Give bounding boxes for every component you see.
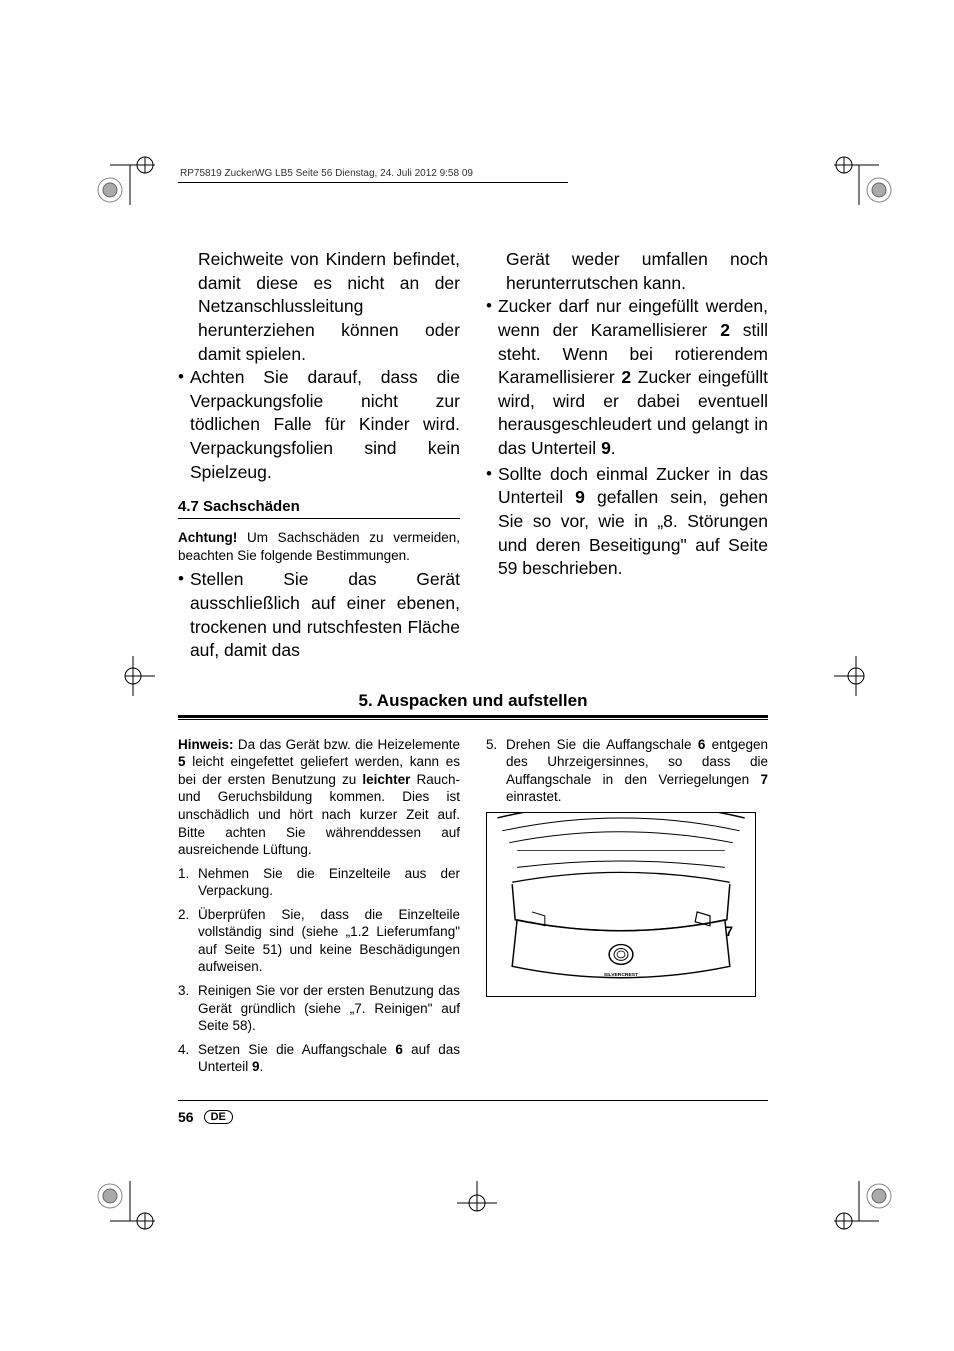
bullet-text: Achten Sie darauf, dass die Verpackungsf… [190,366,460,484]
crop-mark-icon [834,145,894,205]
paragraph: Reichweite von Kindern befindet, damit d… [178,248,460,366]
subheading: 4.7 Sachschäden [178,498,460,515]
page-number: 56 [178,1109,194,1125]
paragraph: Gerät weder umfallen noch herunterrutsch… [486,248,768,295]
step-number: 5. [486,736,500,806]
page-footer: 56 DE [178,1100,768,1125]
step-number: 2. [178,906,192,976]
svg-text:SILVERCREST: SILVERCREST [604,972,638,978]
crop-mark-icon [447,1181,507,1241]
crop-mark-icon [95,145,155,205]
bullet-icon: • [178,568,184,663]
step-number: 3. [178,982,192,1035]
crop-mark-icon [834,646,894,706]
step-text: Drehen Sie die Auffangschale 6 entgegen … [506,736,768,806]
step-text: Überprüfen Sie, dass die Einzelteile vol… [198,906,460,976]
hint-text: Hinweis: Da das Gerät bzw. die Heizeleme… [178,736,460,859]
warning-text: Achtung! Um Sachschäden zu vermeiden, be… [178,529,460,564]
crop-mark-icon [95,646,155,706]
step-number: 1. [178,865,192,900]
page-content: Reichweite von Kindern befindet, damit d… [178,248,768,1082]
section-title: 5. Auspacken und aufstellen [178,691,768,711]
language-badge: DE [204,1110,233,1124]
bullet-icon: • [178,366,184,484]
subheading-rule [178,518,460,519]
bullet-text: Stellen Sie das Gerät ausschließlich auf… [190,568,460,663]
step-text: Reinigen Sie vor der ersten Benutzung da… [198,982,460,1035]
step-text: Setzen Sie die Auffangschale 6 auf das U… [198,1041,460,1076]
crop-mark-icon [95,1181,155,1241]
step-text: Nehmen Sie die Einzelteile aus der Verpa… [198,865,460,900]
right-column: 5. Drehen Sie die Auffangschale 6 entgeg… [486,736,768,1082]
section-rule [178,715,768,720]
footer-rule [178,1100,768,1101]
left-column: Reichweite von Kindern befindet, damit d… [178,248,460,665]
bullet-text: Sollte doch einmal Zucker in das Unterte… [498,463,768,581]
diagram-callout: 7 [725,923,733,939]
crop-mark-icon [834,1181,894,1241]
step-number: 4. [178,1041,192,1076]
running-head: RP75819 ZuckerWG LB5 Seite 56 Dienstag, … [180,168,473,179]
right-column: Gerät weder umfallen noch herunterrutsch… [486,248,768,665]
device-diagram: SILVERCREST 7 [486,812,756,997]
left-column: Hinweis: Da das Gerät bzw. die Heizeleme… [178,736,460,1082]
bullet-icon: • [486,463,492,581]
bullet-text: Zucker darf nur eingefüllt werden, wenn … [498,295,768,460]
bullet-icon: • [486,295,492,460]
header-rule [178,182,568,183]
